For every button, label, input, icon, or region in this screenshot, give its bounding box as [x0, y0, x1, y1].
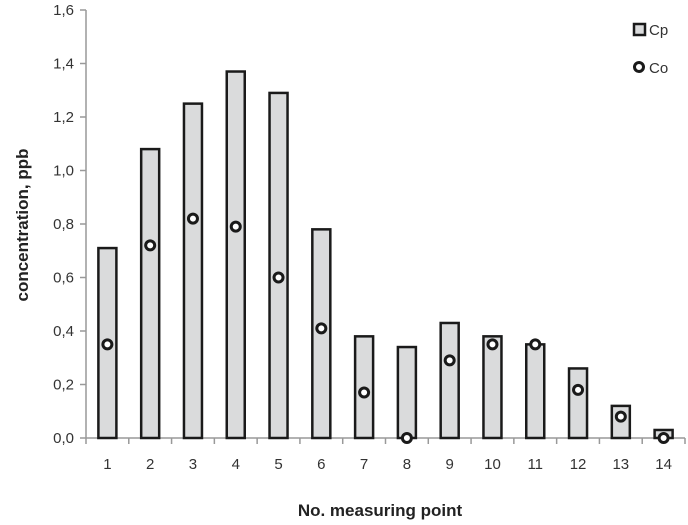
marker-co — [443, 354, 456, 367]
bar-cp — [225, 70, 246, 440]
x-axis-title: No. measuring point — [298, 501, 463, 520]
marker-co — [572, 383, 585, 396]
legend-item-co: Co — [633, 60, 668, 77]
marker-co — [229, 220, 242, 233]
x-tick-label: 7 — [360, 456, 368, 473]
x-tick-label: 11 — [527, 456, 543, 473]
y-tick-label: 1,4 — [53, 56, 74, 73]
x-axis: 1 2 3 4 5 6 7 8 9 10 11 12 13 14 — [85, 437, 686, 473]
marker-co — [272, 271, 285, 284]
x-tick-label: 10 — [484, 456, 501, 473]
y-tick-label: 1,6 — [53, 2, 74, 19]
bar-cp — [525, 343, 546, 440]
y-tick-label: 0,8 — [53, 216, 74, 233]
y-tick-label: 0,2 — [53, 377, 74, 394]
bar-cp — [268, 91, 289, 440]
co-markers — [101, 212, 670, 444]
y-tick-label: 0,0 — [53, 430, 74, 447]
y-tick-label: 0,6 — [53, 270, 74, 287]
marker-co — [315, 322, 328, 335]
marker-co — [529, 338, 542, 351]
bar-cp — [439, 321, 460, 440]
x-tick-label: 8 — [403, 456, 411, 473]
cp-bars — [97, 70, 674, 440]
x-tick-label: 4 — [232, 456, 240, 473]
bar-swatch-icon — [632, 22, 647, 37]
y-tick-label: 1,2 — [53, 109, 74, 126]
x-tick-label: 3 — [189, 456, 197, 473]
x-tick-label: 13 — [612, 456, 629, 473]
x-tick-label: 2 — [146, 456, 154, 473]
legend: Cp Co — [632, 22, 668, 77]
x-tick-label: 14 — [655, 456, 672, 473]
x-tick-label: 1 — [103, 456, 111, 473]
marker-co — [657, 432, 670, 444]
marker-co — [400, 432, 413, 444]
circle-marker-icon — [633, 61, 645, 73]
x-tick-label: 9 — [446, 456, 454, 473]
marker-co — [144, 239, 157, 252]
marker-co — [486, 338, 499, 351]
marker-co — [186, 212, 199, 225]
bar-cp — [482, 335, 503, 440]
bar-cp — [567, 367, 589, 440]
marker-co — [358, 386, 371, 399]
legend-label-cp: Cp — [649, 22, 668, 39]
x-tick-label: 5 — [274, 456, 282, 473]
y-axis: 0,0 0,2 0,4 0,6 0,8 1,0 1,2 1,4 1,6 — [53, 2, 87, 447]
y-tick-label: 1,0 — [53, 163, 74, 180]
y-tick-label: 0,4 — [53, 323, 74, 340]
bar-cp — [139, 147, 161, 440]
x-tick-label: 12 — [570, 456, 587, 473]
legend-item-cp: Cp — [632, 22, 668, 39]
marker-co — [614, 410, 627, 423]
bar-cp — [182, 102, 204, 440]
legend-label-co: Co — [649, 60, 668, 77]
y-axis-title: concentration, ppb — [13, 149, 32, 302]
x-tick-label: 6 — [317, 456, 325, 473]
bar-cp — [396, 345, 418, 440]
marker-co — [101, 338, 114, 351]
